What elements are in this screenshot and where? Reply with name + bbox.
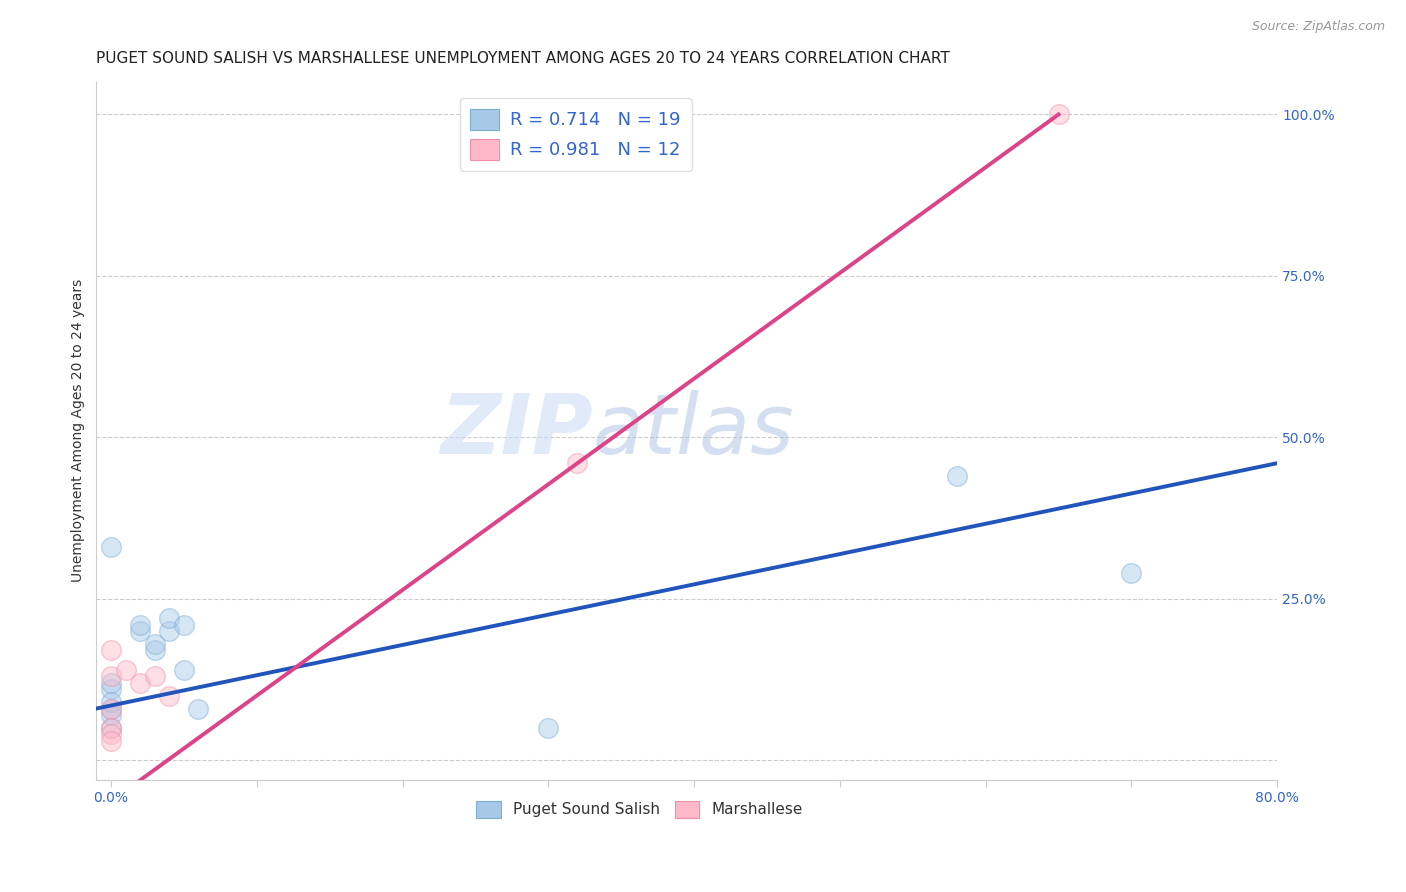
Point [100,721,122,735]
Point [100,721,122,735]
Point [567,456,589,470]
Point [100,675,122,690]
Point [157,689,180,703]
Point [100,695,122,709]
Point [100,669,122,683]
Point [157,624,180,638]
Text: atlas: atlas [592,391,794,471]
Point [100,643,122,657]
Point [100,708,122,723]
Point [129,617,152,632]
Point [100,540,122,554]
Point [945,469,967,483]
Point [1047,107,1070,121]
Text: Source: ZipAtlas.com: Source: ZipAtlas.com [1251,20,1385,33]
Point [100,727,122,741]
Point [157,611,180,625]
Point [173,617,195,632]
Text: PUGET SOUND SALISH VS MARSHALLESE UNEMPLOYMENT AMONG AGES 20 TO 24 YEARS CORRELA: PUGET SOUND SALISH VS MARSHALLESE UNEMPL… [97,51,950,66]
Legend: Puget Sound Salish, Marshallese: Puget Sound Salish, Marshallese [470,795,810,824]
Point [100,734,122,748]
Point [129,624,152,638]
Point [100,701,122,715]
Point [129,675,152,690]
Point [143,637,166,651]
Point [100,701,122,715]
Y-axis label: Unemployment Among Ages 20 to 24 years: Unemployment Among Ages 20 to 24 years [72,279,86,582]
Point [1121,566,1143,580]
Point [173,663,195,677]
Point [537,721,560,735]
Point [187,701,209,715]
Point [143,669,166,683]
Text: ZIP: ZIP [440,391,592,471]
Point [143,643,166,657]
Point [114,663,136,677]
Point [100,682,122,697]
